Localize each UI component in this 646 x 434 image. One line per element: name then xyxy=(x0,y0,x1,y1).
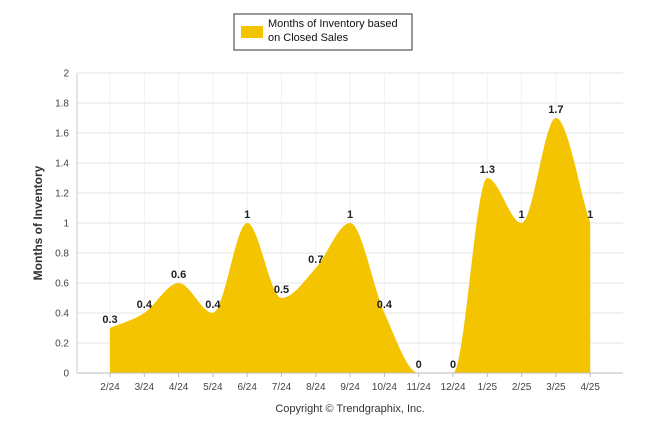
legend-swatch xyxy=(241,26,263,38)
data-label: 0.4 xyxy=(137,299,153,311)
x-tick-label: 12/24 xyxy=(440,382,465,393)
y-tick-label: 0.8 xyxy=(55,249,69,260)
legend-label-line2: on Closed Sales xyxy=(268,32,349,44)
y-tick-label: 0.4 xyxy=(55,309,69,320)
y-tick-label: 1.8 xyxy=(55,99,69,110)
x-tick-label: 9/24 xyxy=(340,382,360,393)
x-tick-label: 5/24 xyxy=(203,382,223,393)
series-area xyxy=(110,118,591,373)
y-tick-label: 1.2 xyxy=(55,189,69,200)
x-tick-label: 3/25 xyxy=(546,382,566,393)
data-label: 1.7 xyxy=(548,104,563,116)
data-labels: 0.3 0.4 0.6 0.4 1 0.5 0.7 1 0.4 0 0 1.3 1 1.7 1 xyxy=(102,104,593,371)
x-tick-label: 11/24 xyxy=(407,382,432,393)
y-axis-title: Months of Inventory xyxy=(31,165,45,280)
data-label: 1 xyxy=(519,209,525,221)
x-tick-label: 2/24 xyxy=(100,382,120,393)
y-tick-label: 1.6 xyxy=(55,129,69,140)
data-label: 0.7 xyxy=(308,254,323,266)
series-area-shape xyxy=(110,118,591,373)
legend-box xyxy=(233,13,413,51)
x-tick-label: 1/25 xyxy=(478,382,498,393)
data-label: 1.3 xyxy=(480,164,495,176)
data-label: 0.3 xyxy=(102,314,117,326)
data-label: 1 xyxy=(244,209,250,221)
data-label: 0 xyxy=(450,359,456,371)
x-tick-label: 4/25 xyxy=(580,382,600,393)
data-label: 0.4 xyxy=(205,299,221,311)
x-tick-label: 6/24 xyxy=(237,382,257,393)
y-tick-label: 0.6 xyxy=(55,279,69,290)
y-tick-label: 0 xyxy=(63,369,69,380)
data-label: 0.4 xyxy=(377,299,393,311)
data-label: 1 xyxy=(347,209,353,221)
axes: 0 0.2 0.4 0.6 0.8 1 1.2 1.4 1.6 1.8 2 2/24 3/24 4/24 5… xyxy=(55,69,623,393)
data-label: 0.5 xyxy=(274,284,289,296)
y-tick-label: 2 xyxy=(63,69,69,80)
y-tick-label: 1.4 xyxy=(55,159,69,170)
data-label: 0 xyxy=(416,359,422,371)
x-tick-label: 8/24 xyxy=(306,382,326,393)
x-tick-label: 3/24 xyxy=(135,382,155,393)
copyright-text: Copyright © Trendgraphix, Inc. xyxy=(275,403,424,415)
y-tick-label: 1 xyxy=(63,219,69,230)
legend: Months of Inventory based on Closed Sale… xyxy=(233,13,413,51)
y-tick-label: 0.2 xyxy=(55,339,69,350)
legend-label-line1: Months of Inventory based xyxy=(268,18,398,30)
data-label: 0.6 xyxy=(171,269,186,281)
x-tick-label: 2/25 xyxy=(512,382,532,393)
x-tick-label: 10/24 xyxy=(372,382,397,393)
x-tick-label: 4/24 xyxy=(169,382,189,393)
data-label: 1 xyxy=(587,209,593,221)
x-tick-label: 7/24 xyxy=(272,382,292,393)
